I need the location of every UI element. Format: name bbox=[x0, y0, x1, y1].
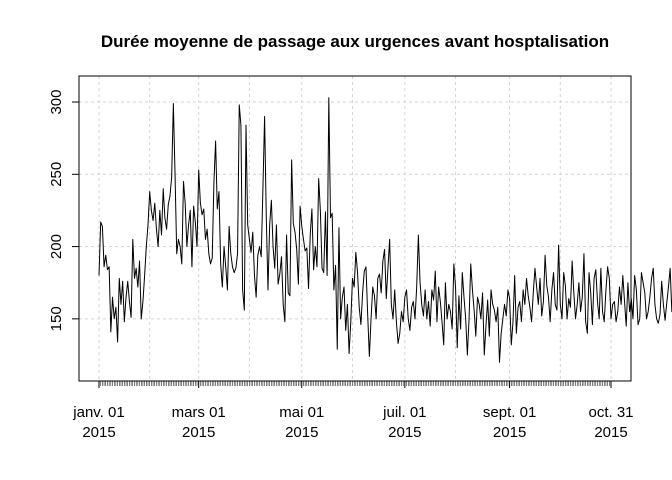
x-tick-label: janv. 01 bbox=[72, 404, 124, 421]
y-tick-label: 250 bbox=[48, 162, 65, 187]
y-axis: 150 200 250 300 bbox=[48, 90, 79, 331]
y-tick-label: 300 bbox=[48, 90, 65, 115]
x-tick-label: mai 01 bbox=[279, 404, 324, 421]
x-tick-year-label: 2015 bbox=[285, 424, 318, 441]
chart-title: Durée moyenne de passage aux urgences av… bbox=[101, 32, 609, 51]
x-tick-year-label: 2015 bbox=[82, 424, 115, 441]
y-tick-label: 200 bbox=[48, 234, 65, 259]
series-line bbox=[98, 97, 672, 363]
x-tick-label: oct. 31 bbox=[588, 404, 633, 421]
y-tick-label: 150 bbox=[48, 306, 65, 331]
x-tick-label: mars 01 bbox=[172, 404, 226, 421]
x-tick-year-label: 2015 bbox=[594, 424, 627, 441]
x-tick-year-label: 2015 bbox=[182, 424, 215, 441]
x-tick-label: sept. 01 bbox=[483, 404, 536, 421]
x-tick-year-label: 2015 bbox=[493, 424, 526, 441]
x-tick-label: juil. 01 bbox=[382, 404, 426, 421]
x-axis: janv. 01 2015 mars 01 2015 mai 01 2015 juil. 0… bbox=[72, 380, 634, 441]
x-tick-year-label: 2015 bbox=[388, 424, 421, 441]
